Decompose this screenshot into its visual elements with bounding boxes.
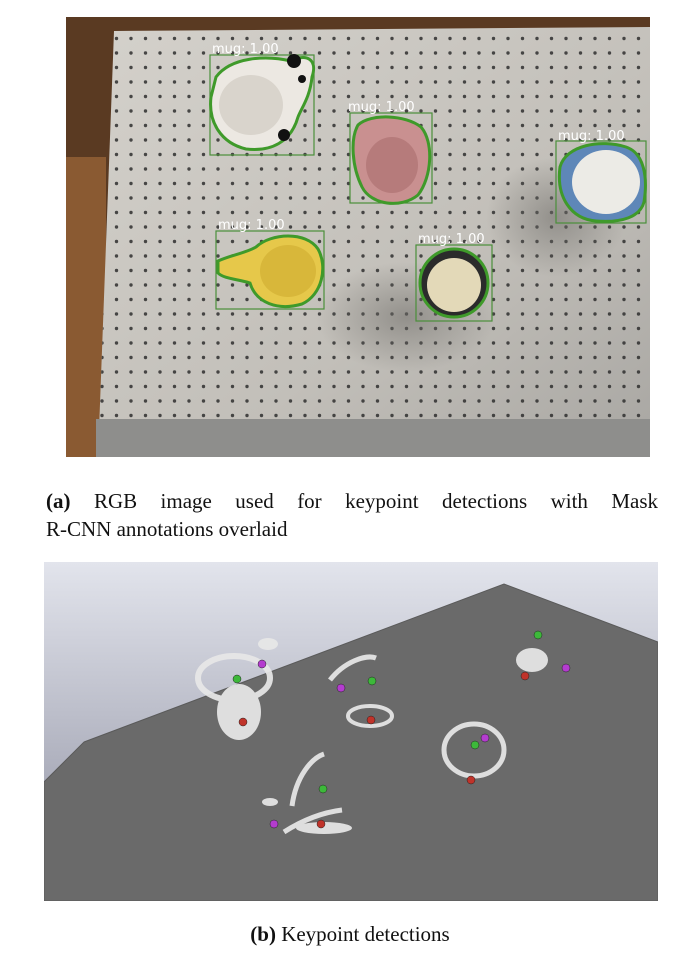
detection-label: mug: 1.00 xyxy=(348,100,415,115)
keypoint-render-svg xyxy=(44,562,658,901)
detection-label: mug: 1.00 xyxy=(558,129,625,144)
mug-detection-1: mug: 1.00 xyxy=(209,42,315,156)
keypoint-green xyxy=(318,784,328,794)
mug-detection-3: mug: 1.00 xyxy=(555,129,647,224)
keypoint-red xyxy=(466,775,476,785)
mug-detection-4: mug: 1.00 xyxy=(215,218,325,310)
mug-spot xyxy=(278,129,290,141)
point-cloud xyxy=(441,721,507,779)
keypoint-purple xyxy=(561,663,571,673)
mug-detection-2: mug: 1.00 xyxy=(348,100,433,205)
keypoint-green xyxy=(533,630,543,640)
rgb-detection-image: mug: 1.00 mug: 1.00 mug: 1.00 mug: 1.00 xyxy=(66,17,650,457)
ground-plane xyxy=(44,584,658,901)
caption-a-text-2: R-CNN annotations overlaid xyxy=(46,517,288,541)
mug-interior xyxy=(572,150,640,214)
keypoint-green xyxy=(470,740,480,750)
keypoint-purple xyxy=(480,733,490,743)
keypoint-purple xyxy=(336,683,346,693)
point-cloud xyxy=(516,648,548,672)
detection-label: mug: 1.00 xyxy=(418,232,485,247)
keypoint-green xyxy=(232,674,242,684)
point-cloud xyxy=(328,654,377,682)
point-cloud xyxy=(282,751,343,835)
rgb-image-svg: mug: 1.00 mug: 1.00 mug: 1.00 mug: 1.00 xyxy=(66,17,650,457)
detection-label: mug: 1.00 xyxy=(212,42,279,57)
mug-spot xyxy=(298,75,306,83)
keypoint-purple xyxy=(269,819,279,829)
keypoint-red xyxy=(238,717,248,727)
caption-a-tag: (a) xyxy=(46,489,71,513)
mug-detection-5: mug: 1.00 xyxy=(415,232,493,322)
point-clouds xyxy=(195,638,548,835)
bounding-box xyxy=(415,244,493,322)
keypoint-red xyxy=(316,819,326,829)
keypoints xyxy=(232,630,571,829)
point-cloud xyxy=(258,638,278,650)
point-cloud xyxy=(296,822,352,834)
keypoint-green xyxy=(367,676,377,686)
ground-plane-edge xyxy=(44,583,658,901)
point-cloud xyxy=(262,798,278,806)
keypoint-red xyxy=(366,715,376,725)
mug-spot xyxy=(287,54,301,68)
board-edge xyxy=(96,419,650,457)
caption-a-line1: (a) RGB image used for keypoint detectio… xyxy=(46,487,658,515)
mug-interior xyxy=(427,258,481,312)
keypoint-red xyxy=(520,671,530,681)
mug-interior xyxy=(260,245,316,297)
mug-interior xyxy=(219,75,283,135)
caption-a: (a) RGB image used for keypoint detectio… xyxy=(46,487,658,543)
keypoint-render xyxy=(44,562,658,901)
point-cloud xyxy=(346,704,394,728)
point-cloud xyxy=(217,684,261,740)
mug-interior xyxy=(366,137,418,193)
caption-b-tag: (b) xyxy=(250,922,276,946)
caption-a-text-1: RGB image used for keypoint detections w… xyxy=(93,489,659,513)
keypoint-purple xyxy=(257,659,267,669)
caption-b-text: Keypoint detections xyxy=(281,922,450,946)
wood-table xyxy=(66,157,106,457)
detection-label: mug: 1.00 xyxy=(218,218,285,233)
caption-b: (b) Keypoint detections xyxy=(0,920,700,948)
